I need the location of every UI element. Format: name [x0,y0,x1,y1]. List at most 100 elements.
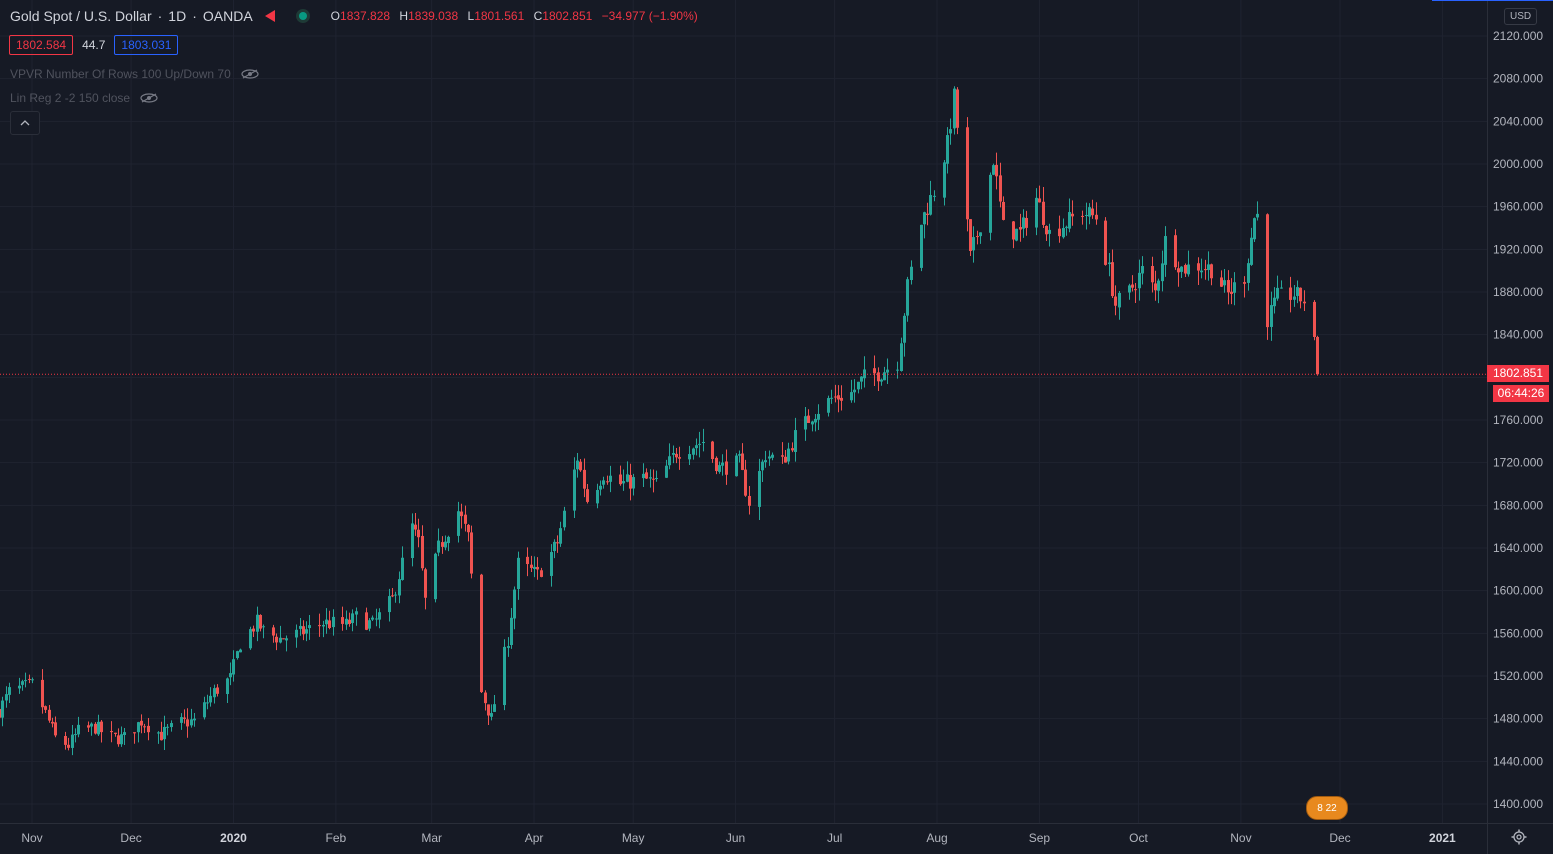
candle-body [1207,264,1210,271]
candle-body [1256,213,1259,218]
candle-body [447,536,450,544]
candle-body [920,224,923,268]
price-tick-label: 1920.000 [1493,242,1543,256]
time-tick-label: Feb [326,831,347,845]
candle-body [1250,237,1253,265]
candle-body [1276,287,1279,299]
candle-body [1243,282,1246,284]
candle-body [880,379,883,382]
candle-body [807,415,810,423]
candle-body [698,443,701,445]
candle-body [830,397,833,399]
candle-body [1313,301,1316,337]
candle-body [460,511,463,517]
candle-body [632,477,635,489]
candle-body [556,542,559,544]
candle-body [163,726,166,740]
candle-body [533,566,536,569]
candle-body [1131,284,1134,288]
candle-body [5,694,8,701]
candle-body [437,540,440,553]
candle-body [853,389,856,393]
candle-body [1104,220,1107,265]
candle-body [1247,263,1250,283]
candle-body [285,638,288,641]
candle-body [1012,221,1015,240]
ask-button[interactable]: 1803.031 [114,35,179,55]
candle-body [1180,266,1183,272]
market-status-icon[interactable] [298,12,307,20]
candle-body [378,612,381,620]
candle-body [764,460,767,463]
candle-body [1154,283,1157,291]
candle-body [678,457,681,459]
candle-body [781,455,784,457]
candle-body [896,369,899,371]
candle-body [401,557,404,580]
candle-body [209,695,212,703]
candle-body [1230,291,1233,294]
candle-body [193,718,196,721]
candle-body [702,442,705,444]
candle-body [675,453,678,458]
candle-body [1088,207,1091,217]
candle-body [1177,268,1180,273]
candle-body [995,164,998,177]
eye-hidden-icon[interactable] [241,69,259,79]
candle-body [272,627,275,636]
candle-body [966,127,969,220]
symbol-title[interactable]: Gold Spot / U.S. Dollar [10,8,152,24]
candle-body [464,514,467,524]
candle-body [969,219,972,251]
candle-body [1223,280,1226,286]
candle-body [586,489,589,502]
indicator-vpvr[interactable]: VPVR Number Of Rows 100 Up/Down 70 [10,67,259,81]
candle-body [157,732,160,734]
candle-body [540,570,543,577]
indicator-linreg[interactable]: Lin Reg 2 -2 150 close [10,91,158,105]
candle-body [1095,214,1098,220]
gear-icon[interactable] [1511,829,1527,845]
candle-body [886,369,889,373]
price-tick-label: 1440.000 [1493,754,1543,768]
eye-hidden-icon[interactable] [140,93,158,103]
quote-bar: 1802.584 44.7 1803.031 [9,35,179,55]
candle-body [28,678,31,680]
candle-body [1065,226,1068,228]
low-value: 1801.561 [474,9,525,23]
candle-body [77,724,80,735]
indicator-label: VPVR Number Of Rows 100 Up/Down 70 [10,67,231,81]
candle-body [143,726,146,728]
candle-body [553,541,556,552]
ohlc-values: O1837.828 H1839.038 L1801.561 C1802.851 … [325,9,698,23]
time-tick-label: Jun [726,831,745,845]
candle-body [652,478,655,480]
candle-body [487,704,490,716]
close-label: C [533,9,543,23]
currency-button[interactable]: USD [1504,8,1538,25]
candle-body [1270,305,1273,327]
interval-label[interactable]: 1D [168,8,187,24]
candle-body [688,454,691,460]
candle-body [41,679,44,708]
events-badge[interactable]: 8 22 [1306,796,1348,820]
candle-body [1038,198,1041,203]
candle-body [1025,217,1028,228]
candle-body [735,455,738,477]
candle-body [1157,280,1160,291]
candle-body [933,195,936,197]
candle-body [51,721,54,724]
price-tick-label: 1480.000 [1493,712,1543,726]
collapse-indicators-button[interactable] [10,111,40,135]
legend-bar: Gold Spot / U.S. Dollar · 1D · OANDA O18… [10,8,698,24]
candle-body [123,732,126,735]
events-badge-label: 8 22 [1317,802,1337,814]
flag-icon[interactable] [264,10,275,22]
candle-body [992,165,995,175]
price-tick-label: 1600.000 [1493,584,1543,598]
candle-body [24,680,27,682]
candle-body [1289,287,1292,300]
bid-button[interactable]: 1802.584 [9,35,74,55]
candle-body [711,441,714,460]
